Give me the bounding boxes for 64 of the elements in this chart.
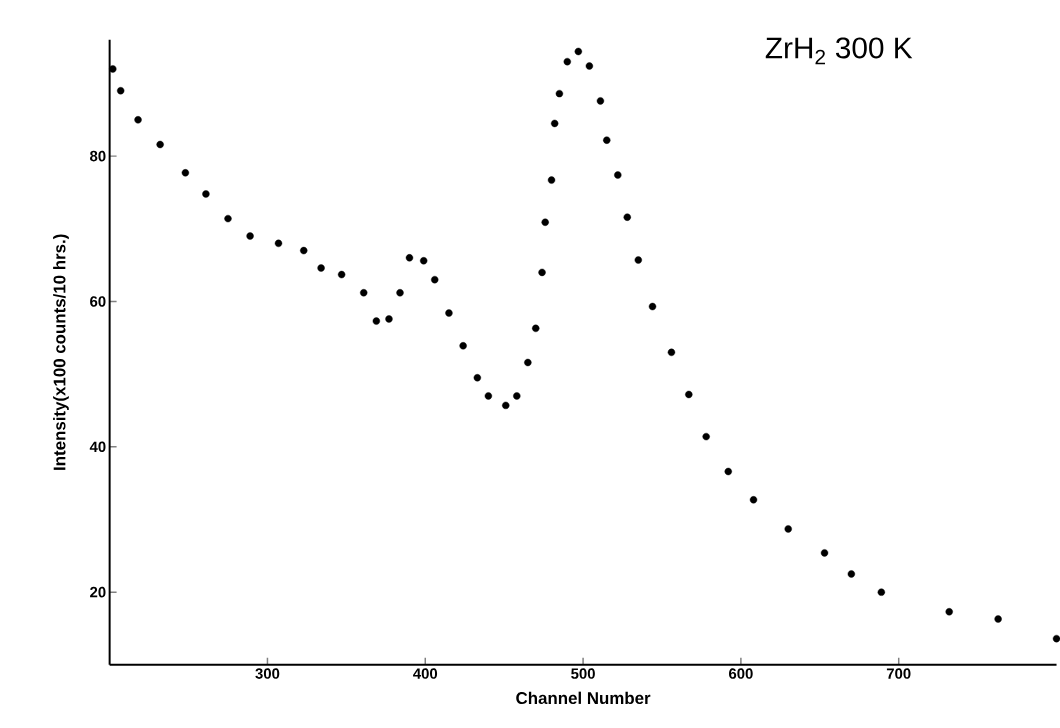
point [574, 48, 583, 56]
point [274, 239, 283, 248]
point [724, 468, 732, 476]
point [202, 190, 210, 198]
y-tick-label: 20 [90, 587, 106, 598]
point [473, 374, 482, 382]
point [585, 62, 594, 70]
point [459, 342, 467, 350]
x-axis-title: Channel Number [516, 691, 651, 705]
y-tick-label: 80 [90, 151, 106, 162]
point [513, 392, 521, 400]
point [405, 254, 414, 262]
point [117, 87, 125, 95]
point [820, 549, 829, 557]
chart-title: ZrH$_{2}$ 300 K [765, 37, 913, 65]
point [945, 608, 953, 616]
point [847, 570, 856, 578]
point [877, 588, 886, 597]
point [648, 303, 657, 311]
x-tick-label: 500 [571, 668, 595, 680]
point [784, 525, 792, 533]
point [224, 215, 232, 223]
x-tick-label: 400 [413, 668, 438, 680]
point [603, 136, 611, 145]
point [541, 218, 549, 227]
point [502, 401, 510, 410]
y-tick-label: 40 [89, 441, 106, 453]
point [420, 257, 428, 265]
point [156, 141, 164, 149]
point [181, 169, 190, 177]
point [596, 97, 605, 105]
y-axis-title: Intensity(x100 counts/10 hrs.) [53, 234, 69, 471]
point [563, 58, 571, 66]
point [685, 390, 693, 399]
point [300, 247, 308, 255]
y-tick-label: 60 [90, 296, 106, 307]
point [702, 433, 710, 441]
point [749, 496, 758, 504]
x-tick-label: 600 [729, 668, 753, 680]
point [614, 171, 622, 179]
point [134, 116, 142, 124]
point [484, 392, 493, 400]
point [550, 119, 559, 128]
point [538, 268, 546, 277]
point [445, 309, 453, 317]
point [431, 276, 439, 284]
point [524, 359, 532, 367]
point [396, 289, 404, 297]
x-tick-label: 700 [886, 668, 911, 680]
point [994, 615, 1002, 623]
point [634, 256, 642, 264]
point [555, 90, 564, 98]
point [246, 232, 254, 240]
point [547, 176, 556, 184]
point [360, 289, 368, 297]
point [385, 315, 393, 323]
point [109, 65, 117, 73]
point [372, 317, 381, 325]
x-tick-label: 300 [255, 668, 280, 680]
point [532, 324, 540, 333]
point [317, 264, 325, 272]
point [667, 348, 676, 357]
point [337, 271, 346, 279]
point [623, 213, 631, 222]
